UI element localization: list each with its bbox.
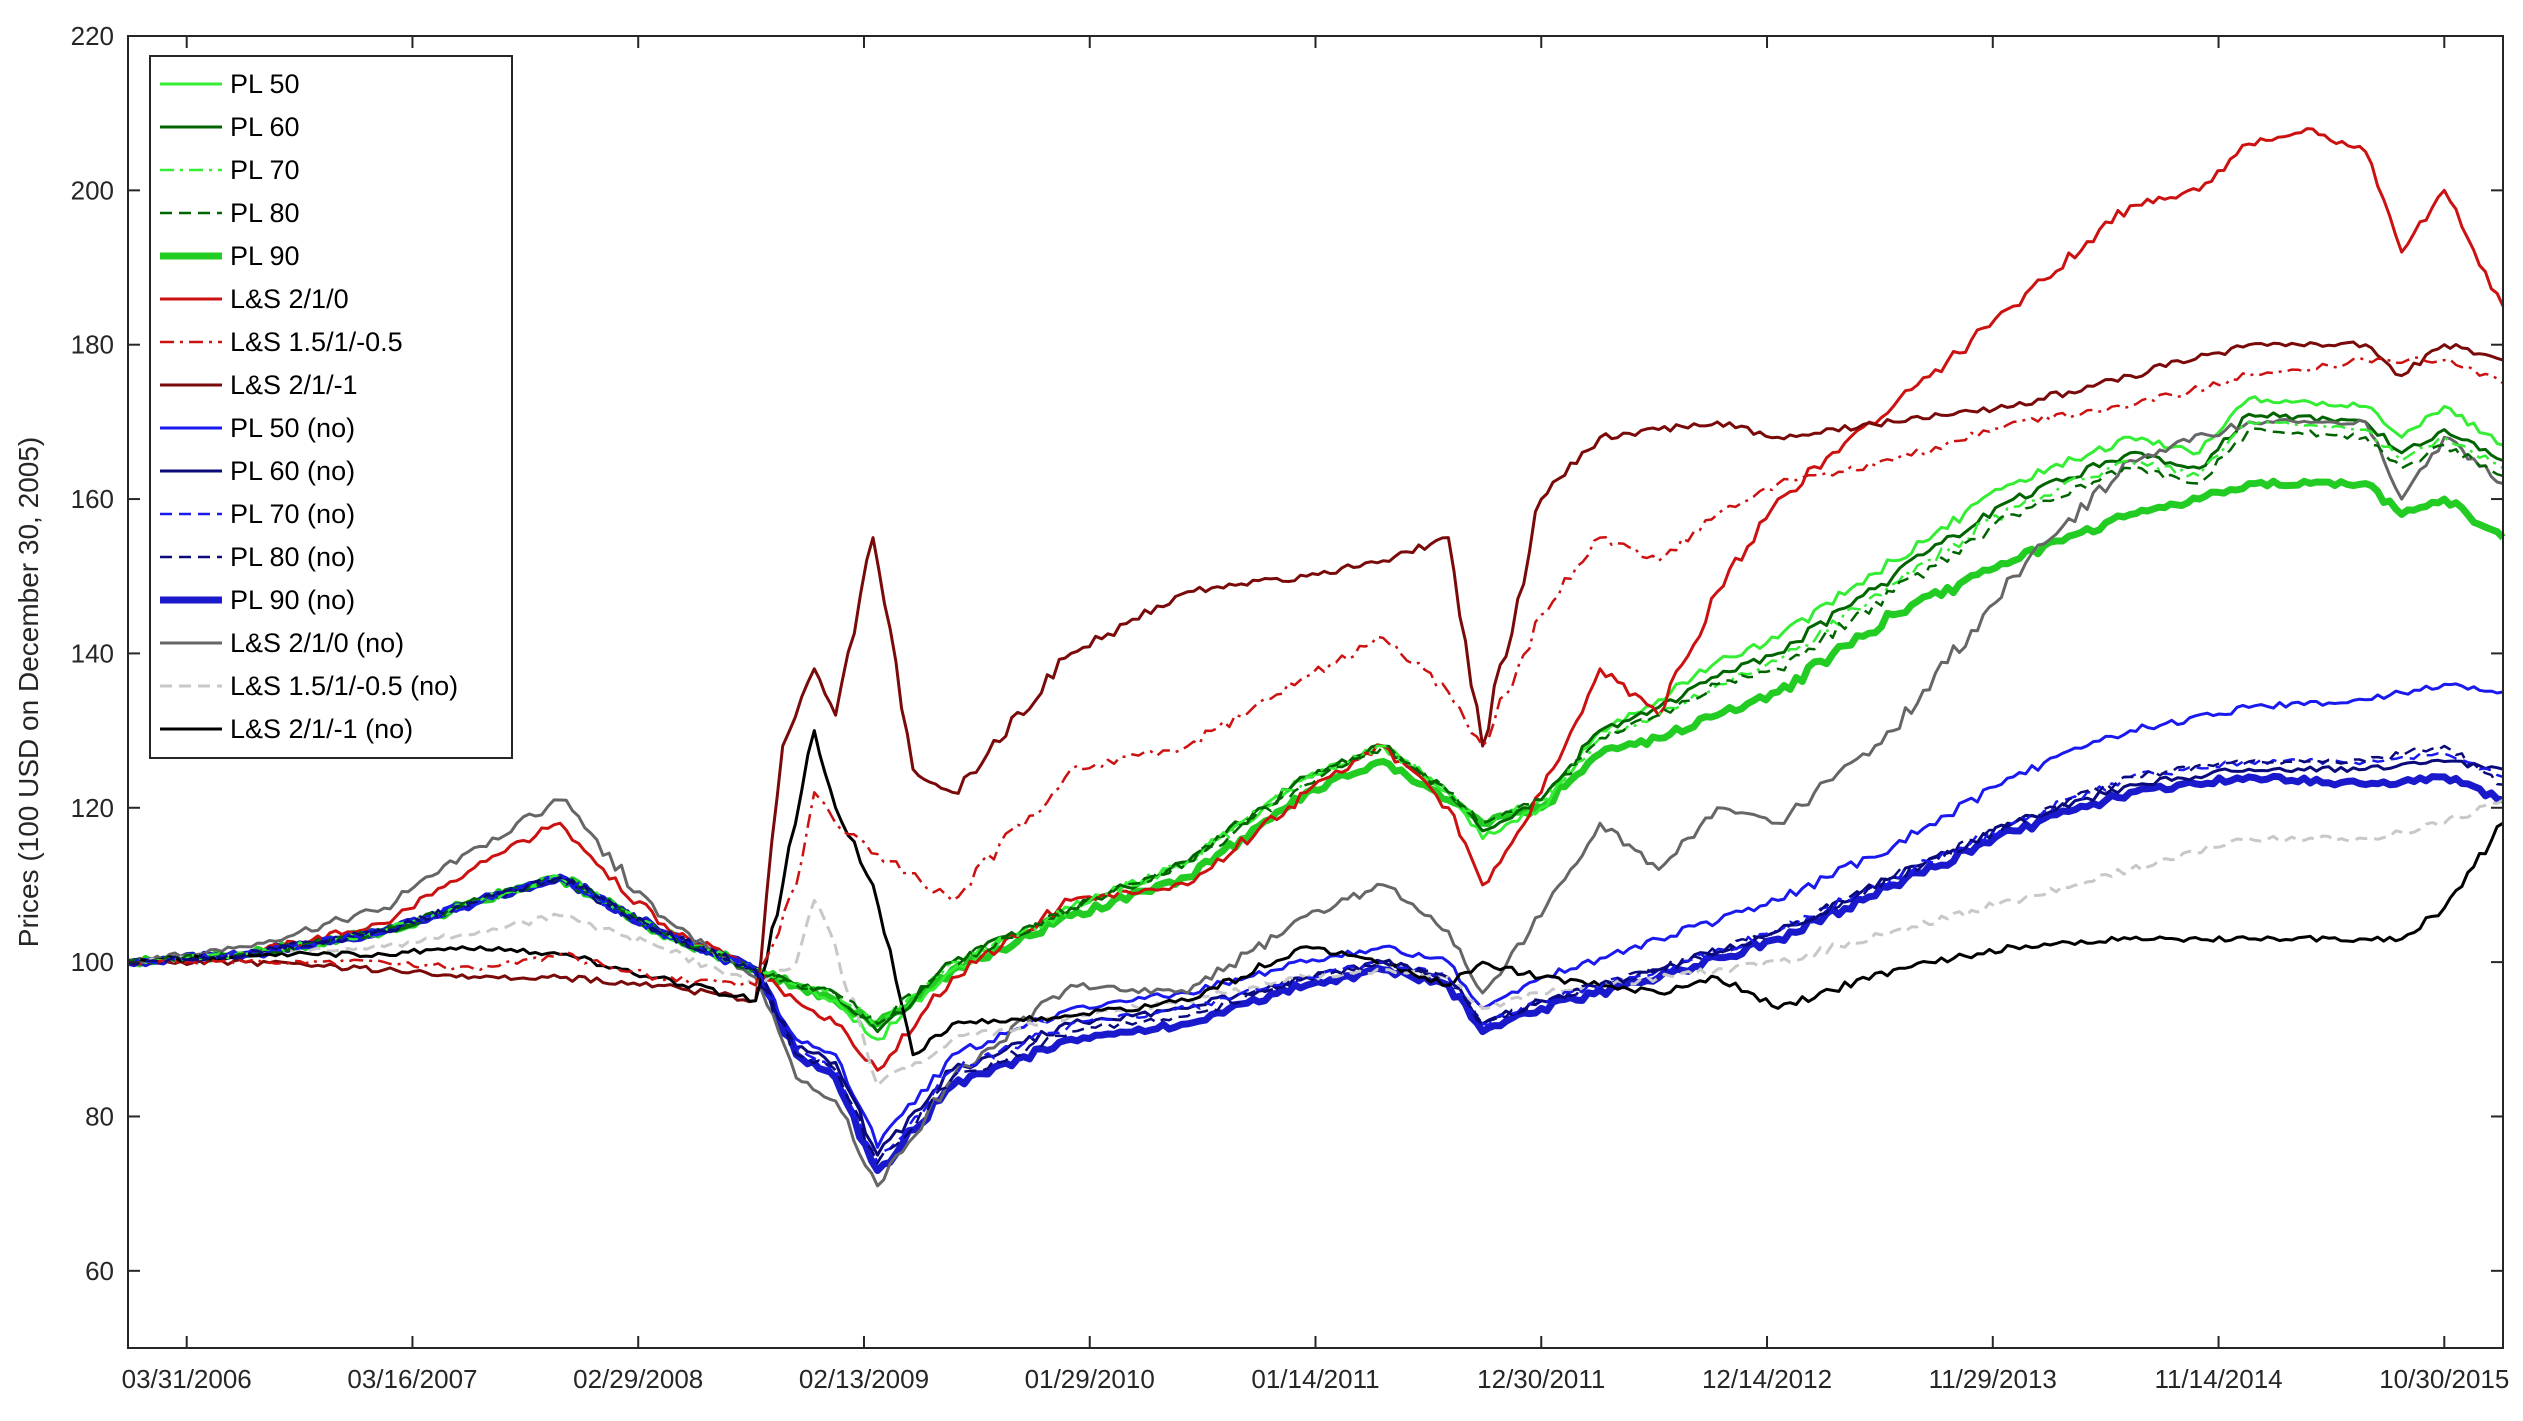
legend-label: L&S 2/1/0 — [230, 284, 349, 314]
x-axis: 03/31/2006 03/16/2007 02/29/2008 02/13/2009… — [122, 36, 2509, 1394]
x-tick-label: 02/29/2008 — [573, 1364, 703, 1394]
legend-label: PL 70 — [230, 155, 300, 185]
legend-label: L&S 2/1/0 (no) — [230, 628, 404, 658]
y-tick-label: 120 — [71, 793, 114, 823]
legend-label: L&S 2/1/-1 (no) — [230, 714, 413, 744]
series-line-10 — [127, 752, 2504, 1165]
y-axis: 60 80 100 120 140 160 180 200 220 — [71, 21, 2503, 1286]
legend-label: L&S 2/1/-1 — [230, 370, 358, 400]
x-tick-label: 01/14/2011 — [1251, 1364, 1379, 1394]
x-tick-label: 11/29/2013 — [1929, 1364, 2057, 1394]
y-tick-label: 160 — [71, 484, 114, 514]
legend-label: PL 50 (no) — [230, 413, 355, 443]
series-line-6 — [127, 356, 2504, 988]
x-tick-label: 10/30/2015 — [2379, 1364, 2509, 1394]
y-tick-label: 100 — [71, 947, 114, 977]
series-line-13 — [127, 418, 2504, 1188]
legend: PL 50 PL 60 PL 70 PL 80 PL 90 L&S 2/1/0 L&S 1.… — [149, 55, 513, 759]
y-axis-label: Prices (100 USD on December 30, 2005) — [13, 437, 44, 947]
legend-label: L&S 1.5/1/-0.5 (no) — [230, 671, 458, 701]
legend-label: PL 80 — [230, 198, 300, 228]
x-tick-label: 02/13/2009 — [799, 1364, 929, 1394]
legend-label: PL 60 (no) — [230, 456, 355, 486]
legend-label: L&S 1.5/1/-0.5 — [230, 327, 403, 357]
legend-label: PL 90 (no) — [230, 585, 355, 615]
y-tick-label: 180 — [71, 330, 114, 360]
legend-label: PL 90 — [230, 241, 300, 271]
y-tick-label: 80 — [85, 1101, 114, 1131]
legend-box — [149, 55, 513, 759]
y-tick-label: 220 — [71, 21, 114, 51]
series-line-14 — [127, 798, 2504, 1088]
series-line-15 — [127, 729, 2504, 1057]
series-layer — [127, 127, 2506, 1188]
y-tick-label: 60 — [85, 1256, 114, 1286]
x-tick-label: 03/16/2007 — [347, 1364, 477, 1394]
x-tick-label: 12/30/2011 — [1477, 1364, 1605, 1394]
y-tick-label: 200 — [71, 175, 114, 205]
legend-label: PL 70 (no) — [230, 499, 355, 529]
legend-label: PL 60 — [230, 112, 300, 142]
legend-label: PL 50 — [230, 69, 300, 99]
y-tick-label: 140 — [71, 638, 114, 668]
x-tick-label: 01/29/2010 — [1025, 1364, 1155, 1394]
x-tick-label: 12/14/2012 — [1702, 1364, 1832, 1394]
x-tick-label: 11/14/2014 — [2154, 1364, 2282, 1394]
x-tick-label: 03/31/2006 — [122, 1364, 252, 1394]
legend-label: PL 80 (no) — [230, 542, 355, 572]
series-line-11 — [127, 744, 2504, 1165]
series-line-5 — [127, 127, 2505, 1072]
series-line-7 — [127, 340, 2504, 1004]
